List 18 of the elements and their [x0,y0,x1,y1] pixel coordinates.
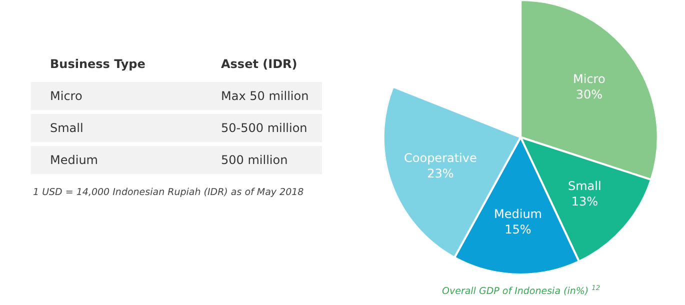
text: 500 million [221,153,288,167]
data-label: 23% [427,166,454,181]
text: Business Type [50,57,146,71]
text: 50-500 million [221,121,308,135]
text: 1 USD = 14,000 Indonesian Rupiah (IDR) as of May 2018 [33,187,304,198]
text: Overall GDP of Indonesia (in%) $^{12}$ [442,284,600,297]
slice-label: Medium [494,207,542,221]
slice-label: Cooperative [404,151,477,165]
slice-label: Micro [573,72,606,86]
text: Micro [50,89,82,103]
text: Medium [50,153,98,167]
data-label: 13% [571,194,598,209]
text: Small [50,121,84,135]
text: Max 50 million [221,89,309,103]
data-label: 15% [504,222,532,237]
data-label: 30% [576,88,602,102]
text: Asset (IDR) [221,57,298,71]
slice-label: Small [568,179,602,193]
